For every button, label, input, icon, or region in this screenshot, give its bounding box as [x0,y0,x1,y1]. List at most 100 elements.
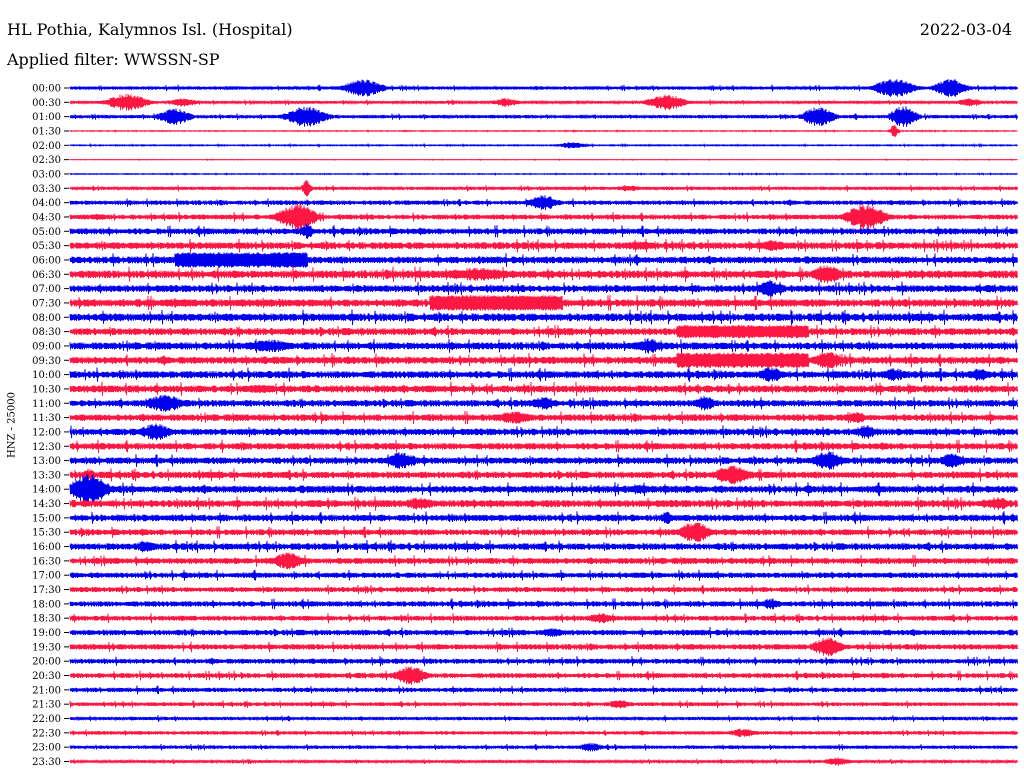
time-label: 14:30 [32,499,61,510]
trace-0330 [69,180,1018,197]
trace-0600 [69,252,1018,268]
time-label: 02:30 [32,155,61,166]
time-label: 05:30 [32,241,61,252]
trace-0930 [69,352,1018,369]
trace-1830 [69,613,1018,624]
time-label: 06:30 [32,270,61,281]
trace-0100 [69,106,1018,128]
time-label: 11:00 [32,399,61,410]
time-label: 04:30 [32,212,61,223]
time-label: 22:00 [32,714,61,725]
trace-1300 [69,451,1018,470]
time-label: 15:00 [32,513,61,524]
trace-0730 [69,295,1018,311]
trace-1700 [69,569,1018,581]
trace-2330 [69,757,1018,766]
trace-1330 [69,465,1018,485]
station-title: HL Pothia, Kalymnos Isl. (Hospital) [7,20,293,39]
trace-1230 [69,439,1018,453]
time-label: 00:00 [32,84,61,95]
trace-1030 [69,381,1018,397]
time-label: 10:00 [32,370,61,381]
time-label: 23:00 [32,743,61,754]
trace-0200 [69,142,1018,149]
time-label: 10:30 [32,384,61,395]
trace-0130 [69,125,1018,137]
filter-label: Applied filter: WWSSN-SP [7,50,220,69]
time-label: 03:30 [32,184,61,195]
time-label: 18:00 [32,599,61,610]
trace-2130 [69,699,1018,709]
time-label: 09:00 [32,341,61,352]
time-label: 15:30 [32,528,61,539]
trace-0230 [69,158,1018,162]
time-label: 21:00 [32,685,61,696]
time-label: 17:30 [32,585,61,596]
trace-1900 [69,626,1018,639]
trace-0430 [69,204,1018,230]
trace-0300 [69,171,1018,177]
trace-1100 [69,394,1018,412]
trace-0700 [69,279,1018,298]
trace-0830 [69,324,1018,339]
trace-1530 [69,522,1018,542]
time-label: 12:30 [32,442,61,453]
time-label: 18:30 [32,614,61,625]
time-label: 14:00 [32,485,61,496]
trace-0030 [69,93,1018,111]
time-label: 07:00 [32,284,61,295]
time-label: 08:00 [32,313,61,324]
time-label: 17:00 [32,571,61,582]
trace-1130 [69,410,1018,425]
trace-1430 [69,496,1018,511]
trace-0900 [69,338,1018,354]
time-label: 11:30 [32,413,61,424]
date-label: 2022-03-04 [919,20,1012,39]
time-label: 01:30 [32,126,61,137]
time-label: 20:30 [32,671,61,682]
time-label: 20:00 [32,657,61,668]
time-label: 06:00 [32,255,61,266]
time-label: 08:30 [32,327,61,338]
time-label: 09:30 [32,356,61,367]
trace-1000 [69,367,1018,382]
trace-2300 [69,742,1018,752]
trace-1500 [69,511,1018,525]
trace-2100 [69,685,1018,695]
trace-1730 [69,584,1018,595]
time-label: 02:00 [32,141,61,152]
trace-0000 [69,79,1018,97]
time-label: 16:00 [32,542,61,553]
time-label: 05:00 [32,227,61,238]
trace-1630 [69,552,1018,570]
time-label: 12:00 [32,427,61,438]
time-label: 19:00 [32,628,61,639]
time-label: 04:00 [32,198,61,209]
trace-0800 [69,309,1018,326]
trace-0500 [69,223,1018,239]
trace-2230 [69,728,1018,738]
trace-0400 [69,195,1018,211]
time-label: 13:00 [32,456,61,467]
trace-1800 [69,598,1018,610]
trace-1600 [69,539,1018,554]
trace-2030 [69,666,1018,685]
time-label: 01:00 [32,112,61,123]
trace-0530 [69,238,1018,253]
time-label: 16:30 [32,556,61,567]
time-label: 19:30 [32,642,61,653]
trace-1400 [69,474,1018,505]
time-label: 07:30 [32,298,61,309]
trace-1200 [69,423,1018,441]
trace-2000 [69,656,1018,667]
time-label: 13:30 [32,470,61,481]
trace-0630 [69,265,1018,284]
time-label: 00:30 [32,98,61,109]
time-label: 21:30 [32,700,61,711]
trace-1930 [69,637,1018,657]
time-label: 23:30 [32,757,61,768]
time-label: 03:00 [32,169,61,180]
time-label: 22:30 [32,728,61,739]
trace-2200 [69,715,1018,722]
